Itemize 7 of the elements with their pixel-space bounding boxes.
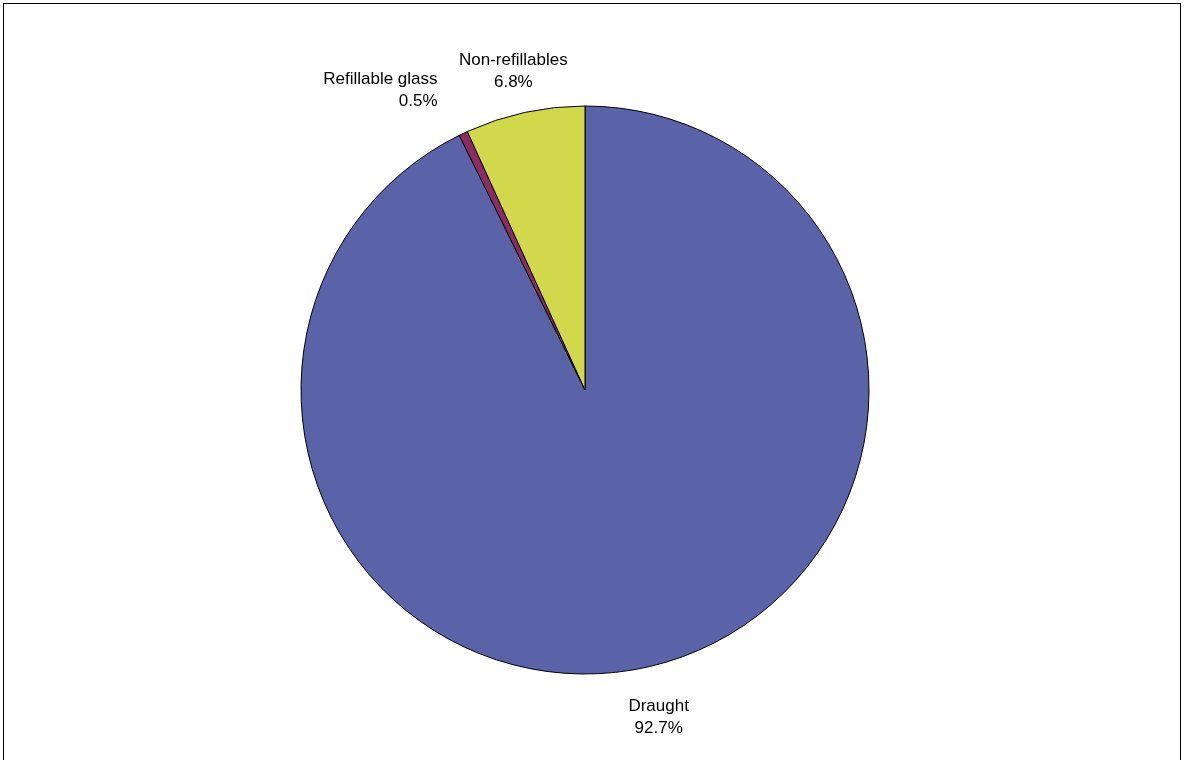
data-label: 6.8%: [493, 71, 533, 91]
data-label: 92.7%: [634, 717, 683, 737]
slice-label: Draught: [628, 695, 690, 715]
slice-label: Refillable glass: [323, 69, 438, 89]
slice-label: Non-refillables: [459, 49, 568, 69]
pie-slice: [300, 105, 870, 675]
data-label: 0.5%: [398, 91, 438, 111]
